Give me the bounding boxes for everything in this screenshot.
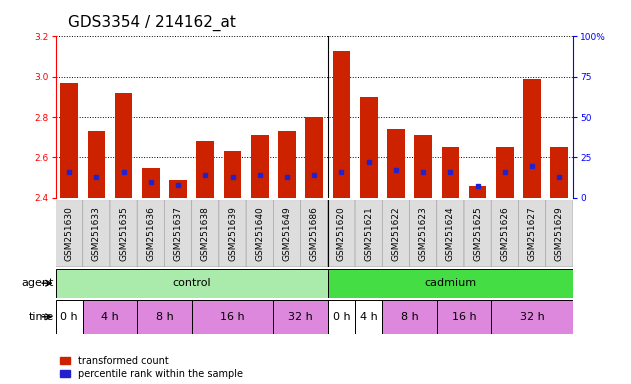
Bar: [382, 300, 437, 334]
Bar: [88, 131, 105, 198]
Bar: [328, 300, 355, 334]
FancyBboxPatch shape: [192, 200, 219, 267]
Text: 4 h: 4 h: [360, 312, 377, 322]
Text: GSM251624: GSM251624: [446, 206, 455, 261]
Text: GSM251625: GSM251625: [473, 206, 482, 261]
FancyBboxPatch shape: [273, 200, 300, 267]
Bar: [360, 97, 377, 198]
FancyBboxPatch shape: [219, 200, 246, 267]
Text: GSM251627: GSM251627: [528, 206, 536, 261]
Text: GSM251639: GSM251639: [228, 206, 237, 261]
Bar: [83, 300, 137, 334]
FancyBboxPatch shape: [546, 200, 573, 267]
FancyBboxPatch shape: [464, 200, 492, 267]
Text: GSM251635: GSM251635: [119, 206, 128, 261]
Bar: [496, 147, 514, 198]
Bar: [56, 300, 83, 334]
FancyBboxPatch shape: [137, 200, 165, 267]
Text: 4 h: 4 h: [101, 312, 119, 322]
Bar: [137, 300, 192, 334]
Bar: [333, 51, 350, 198]
Text: GSM251637: GSM251637: [174, 206, 182, 261]
Text: GDS3354 / 214162_at: GDS3354 / 214162_at: [68, 15, 236, 31]
Bar: [115, 93, 133, 198]
FancyBboxPatch shape: [437, 200, 464, 267]
Bar: [305, 117, 323, 198]
Bar: [56, 269, 328, 298]
FancyBboxPatch shape: [56, 200, 83, 267]
Text: 32 h: 32 h: [520, 312, 545, 322]
Text: GSM251630: GSM251630: [64, 206, 74, 261]
Text: GSM251649: GSM251649: [283, 206, 292, 261]
Text: GSM251629: GSM251629: [555, 206, 564, 261]
Text: GSM251622: GSM251622: [391, 206, 401, 261]
Bar: [469, 186, 487, 198]
Bar: [251, 135, 269, 198]
FancyBboxPatch shape: [246, 200, 273, 267]
Legend: transformed count, percentile rank within the sample: transformed count, percentile rank withi…: [61, 356, 243, 379]
Text: 16 h: 16 h: [220, 312, 245, 322]
Bar: [442, 147, 459, 198]
FancyBboxPatch shape: [300, 200, 328, 267]
Bar: [192, 300, 273, 334]
FancyBboxPatch shape: [83, 200, 110, 267]
FancyBboxPatch shape: [519, 200, 546, 267]
FancyBboxPatch shape: [382, 200, 410, 267]
Bar: [196, 141, 214, 198]
Text: GSM251636: GSM251636: [146, 206, 155, 261]
Text: GSM251620: GSM251620: [337, 206, 346, 261]
Text: GSM251626: GSM251626: [500, 206, 509, 261]
Bar: [142, 167, 160, 198]
Text: 8 h: 8 h: [401, 312, 418, 322]
Text: GSM251640: GSM251640: [256, 206, 264, 261]
Text: GSM251638: GSM251638: [201, 206, 209, 261]
Bar: [273, 300, 328, 334]
Bar: [355, 300, 382, 334]
Text: GSM251621: GSM251621: [364, 206, 373, 261]
Text: 16 h: 16 h: [452, 312, 476, 322]
Bar: [523, 79, 541, 198]
Text: 32 h: 32 h: [288, 312, 313, 322]
Text: control: control: [172, 278, 211, 288]
FancyBboxPatch shape: [355, 200, 382, 267]
FancyBboxPatch shape: [165, 200, 192, 267]
Bar: [415, 135, 432, 198]
Bar: [61, 83, 78, 198]
Bar: [223, 151, 242, 198]
Text: cadmium: cadmium: [424, 278, 476, 288]
Text: 0 h: 0 h: [61, 312, 78, 322]
Text: 0 h: 0 h: [333, 312, 350, 322]
Text: 8 h: 8 h: [156, 312, 174, 322]
FancyBboxPatch shape: [492, 200, 519, 267]
Bar: [328, 269, 573, 298]
Bar: [278, 131, 296, 198]
FancyBboxPatch shape: [410, 200, 437, 267]
FancyBboxPatch shape: [328, 200, 355, 267]
Text: GSM251686: GSM251686: [310, 206, 319, 261]
Bar: [437, 300, 492, 334]
Text: GSM251633: GSM251633: [92, 206, 101, 261]
Bar: [492, 300, 573, 334]
FancyBboxPatch shape: [110, 200, 137, 267]
Text: GSM251623: GSM251623: [419, 206, 428, 261]
Text: agent: agent: [22, 278, 54, 288]
Bar: [387, 129, 405, 198]
Bar: [550, 147, 568, 198]
Bar: [169, 180, 187, 198]
Text: time: time: [29, 312, 54, 322]
